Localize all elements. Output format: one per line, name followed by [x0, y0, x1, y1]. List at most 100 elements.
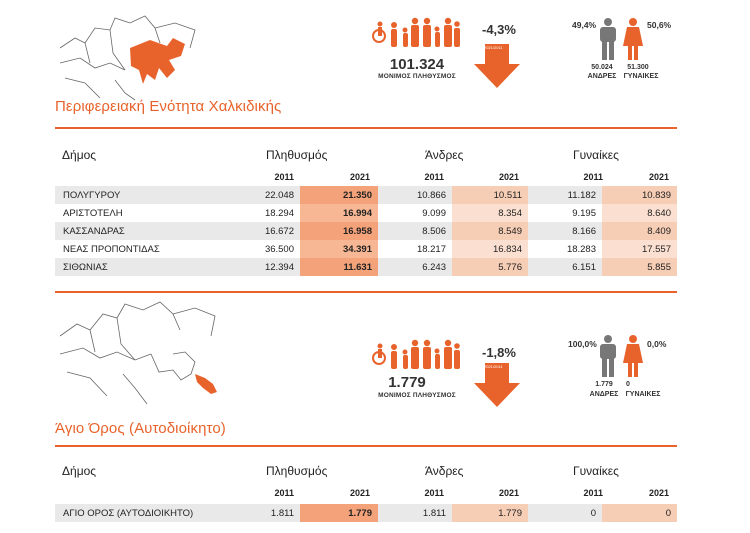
year-label: 2021	[498, 172, 519, 182]
cell-men-2021: 1.779	[452, 504, 528, 522]
cell-pop-2011: 18.294	[245, 204, 300, 222]
year-label: 2011	[274, 172, 294, 182]
cell-women-2021: 17.557	[602, 240, 677, 258]
cell-dimos: ΚΑΣΣΑΝΔΡΑΣ	[55, 222, 245, 240]
year-label: 2011	[583, 172, 603, 182]
header-dimos: Δήμος	[62, 148, 97, 162]
population-label: ΜΟΝΙΜΟΣ ΠΛΗΘΥΣΜΟΣ	[378, 73, 456, 80]
cell-dimos: ΝΕΑΣ ΠΡΟΠΟΝΤΙΔΑΣ	[55, 240, 245, 258]
header-women: Γυναίκες	[573, 464, 619, 478]
cell-pop-2021: 1.779	[300, 504, 378, 522]
cell-pop-2011: 16.672	[245, 222, 300, 240]
cell-pop-2021: 34.391	[300, 240, 378, 258]
chalkidiki-region-shape	[130, 38, 185, 84]
year-label: 2011	[583, 488, 603, 498]
year-label: 2011	[424, 488, 444, 498]
year-label: 2021	[498, 488, 519, 498]
cell-women-2011: 11.182	[528, 186, 602, 204]
region-map-icon	[59, 15, 196, 101]
cell-women-2011: 18.283	[528, 240, 602, 258]
cell-men-2021: 8.354	[452, 204, 528, 222]
women-label: ΓΥΝΑΙΚΕΣ	[623, 73, 659, 80]
cell-men-2011: 6.243	[378, 258, 452, 276]
women-percent: 0,0%	[647, 339, 667, 349]
women-count: 51.300	[627, 64, 649, 71]
men-count: 1.779	[595, 381, 613, 388]
women-count: 0	[626, 381, 630, 388]
cell-pop-2021: 16.994	[300, 204, 378, 222]
cell-dimos: ΑΓΙΟ ΟΡΟΣ (ΑΥΤΟΔΙΟΙΚΗΤΟ)	[55, 504, 245, 522]
cell-dimos: ΣΙΘΩΝΙΑΣ	[55, 258, 245, 276]
header-population: Πληθυσμός	[266, 148, 328, 162]
cell-men-2021: 16.834	[452, 240, 528, 258]
year-label: 2021	[349, 172, 370, 182]
cell-pop-2021: 16.958	[300, 222, 378, 240]
cell-women-2021: 0	[602, 504, 677, 522]
cell-men-2011: 18.217	[378, 240, 452, 258]
table-row: ΚΑΣΣΑΝΔΡΑΣ 16.672 16.958 8.506 8.549 8.1…	[55, 222, 677, 240]
cell-pop-2021: 21.350	[300, 186, 378, 204]
header-dimos: Δήμος	[62, 464, 97, 478]
section-divider	[55, 291, 677, 293]
section-divider	[55, 445, 677, 447]
population-change: -1,8%	[482, 345, 516, 360]
table-row: ΠΟΛΥΓΥΡΟΥ 22.048 21.350 10.866 10.511 11…	[55, 186, 677, 204]
year-label: 2021	[648, 172, 669, 182]
cell-women-2011: 9.195	[528, 204, 602, 222]
year-label: 2011	[274, 488, 294, 498]
cell-pop-2011: 1.811	[245, 504, 300, 522]
cell-dimos: ΠΟΛΥΓΥΡΟΥ	[55, 186, 245, 204]
year-label: 2021	[648, 488, 669, 498]
men-label: ΑΝΔΡΕΣ	[589, 391, 619, 398]
table-row: ΑΓΙΟ ΟΡΟΣ (ΑΥΤΟΔΙΟΙΚΗΤΟ) 1.811 1.779 1.8…	[55, 504, 677, 522]
family-people-icon	[372, 339, 460, 369]
man-icon	[600, 335, 616, 377]
man-icon	[600, 18, 616, 60]
men-label: ΑΝΔΡΕΣ	[587, 73, 617, 80]
section-divider	[55, 127, 677, 129]
women-label: ΓΥΝΑΙΚΕΣ	[625, 391, 661, 398]
women-percent: 50,6%	[647, 20, 672, 30]
population-total: 101.324	[389, 56, 445, 73]
cell-men-2021: 5.776	[452, 258, 528, 276]
arrow-label: 2021/2011	[484, 45, 503, 50]
cell-women-2021: 10.839	[602, 186, 677, 204]
men-percent: 100,0%	[568, 339, 597, 349]
down-arrow-icon	[474, 44, 520, 88]
cell-men-2011: 10.866	[378, 186, 452, 204]
header-men: Άνδρες	[425, 464, 464, 478]
family-people-icon	[372, 17, 460, 47]
woman-icon	[623, 335, 643, 377]
cell-men-2021: 8.549	[452, 222, 528, 240]
population-total: 1.779	[388, 374, 426, 391]
cell-women-2011: 0	[528, 504, 602, 522]
year-label: 2021	[349, 488, 370, 498]
woman-icon	[623, 18, 643, 60]
population-change: -4,3%	[482, 22, 516, 37]
cell-women-2021: 5.855	[602, 258, 677, 276]
down-arrow-icon	[474, 363, 520, 407]
cell-pop-2011: 12.394	[245, 258, 300, 276]
population-table: ΑΓΙΟ ΟΡΟΣ (ΑΥΤΟΔΙΟΙΚΗΤΟ) 1.811 1.779 1.8…	[55, 504, 677, 522]
cell-women-2021: 8.409	[602, 222, 677, 240]
header-population: Πληθυσμός	[266, 464, 328, 478]
region-title: Άγιο Όρος (Αυτοδιοίκητο)	[55, 420, 226, 437]
header-women: Γυναίκες	[573, 148, 619, 162]
region-map-icon	[59, 301, 217, 405]
year-label: 2011	[424, 172, 444, 182]
arrow-label: 2021/2011	[484, 364, 503, 369]
population-table: ΠΟΛΥΓΥΡΟΥ 22.048 21.350 10.866 10.511 11…	[55, 186, 677, 276]
table-row: ΑΡΙΣΤΟΤΕΛΗ 18.294 16.994 9.099 8.354 9.1…	[55, 204, 677, 222]
cell-pop-2011: 22.048	[245, 186, 300, 204]
cell-women-2011: 6.151	[528, 258, 602, 276]
region-title: Περιφερειακή Ενότητα Χαλκιδικής	[55, 98, 282, 115]
header-men: Άνδρες	[425, 148, 464, 162]
cell-dimos: ΑΡΙΣΤΟΤΕΛΗ	[55, 204, 245, 222]
cell-women-2011: 8.166	[528, 222, 602, 240]
cell-pop-2021: 11.631	[300, 258, 378, 276]
men-percent: 49,4%	[572, 20, 597, 30]
table-row: ΣΙΘΩΝΙΑΣ 12.394 11.631 6.243 5.776 6.151…	[55, 258, 677, 276]
cell-pop-2011: 36.500	[245, 240, 300, 258]
population-label: ΜΟΝΙΜΟΣ ΠΛΗΘΥΣΜΟΣ	[378, 392, 456, 399]
cell-women-2021: 8.640	[602, 204, 677, 222]
